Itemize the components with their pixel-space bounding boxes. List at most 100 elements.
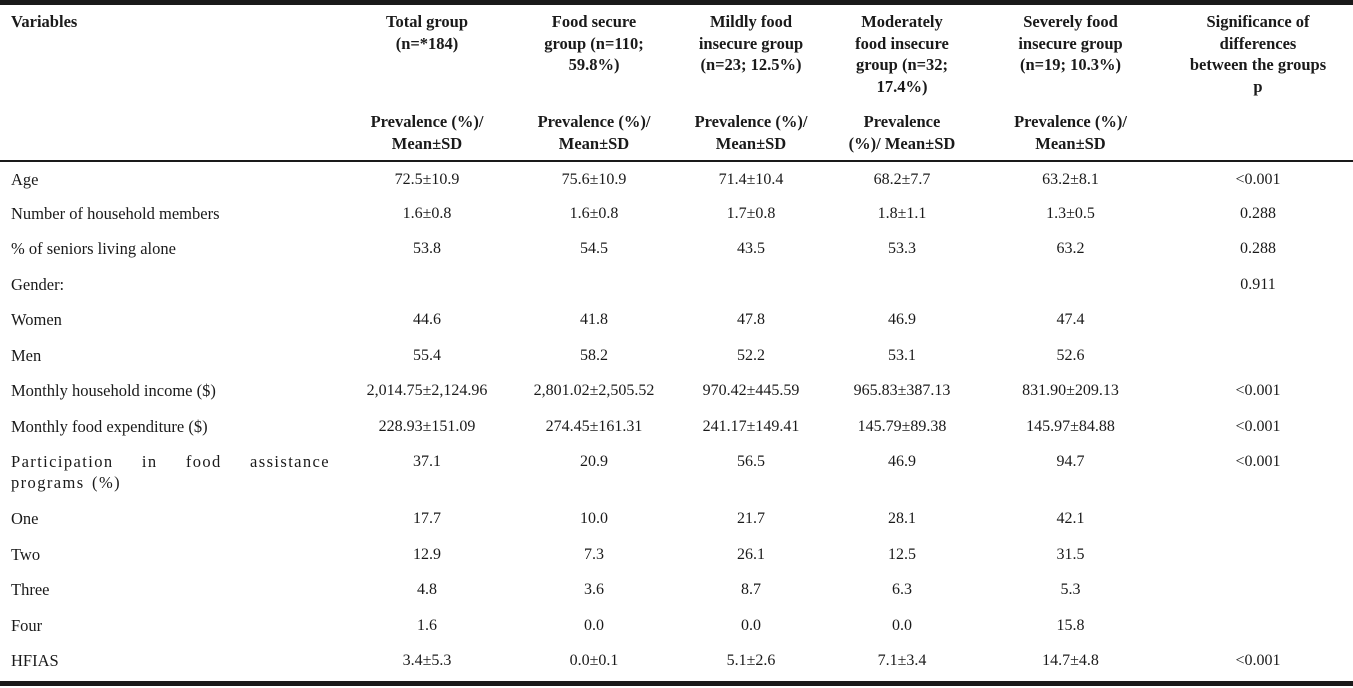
cell-severe: 14.7±4.8 — [1042, 652, 1099, 669]
cell-moderate: 7.1±3.4 — [877, 652, 927, 669]
cell-p-value — [1163, 572, 1353, 608]
cell-severe — [978, 267, 1163, 303]
cell-secure — [512, 267, 676, 303]
table-row: Women 44.6 41.8 47.8 46.9 47.4 — [0, 302, 1353, 338]
cell-mild — [676, 267, 826, 303]
header-severe-line-1: Severely food — [1023, 12, 1118, 31]
cell-severe: 145.97±84.88 — [1026, 417, 1115, 435]
subheader-secure: Prevalence (%)/ Mean±SD — [512, 111, 676, 160]
cell-mild: 71.4±10.4 — [718, 171, 784, 188]
subheader-severe-line-2: Mean±SD — [1035, 133, 1106, 153]
row-label: Three — [11, 580, 50, 599]
cell-moderate: 12.5 — [888, 545, 916, 563]
header-severe-line-3: (n=19; 10.3%) — [1019, 55, 1122, 74]
cell-p-value: <0.001 — [1235, 652, 1281, 669]
header-severe-line-2: insecure group — [1018, 33, 1123, 53]
subheader-severe-line-1: Prevalence (%)/ — [1014, 112, 1127, 131]
cell-mild: 52.2 — [737, 346, 765, 364]
cell-total: 12.9 — [413, 545, 441, 563]
cell-severe: 831.90±209.13 — [1022, 382, 1119, 399]
table-row: Two 12.9 7.3 26.1 12.5 31.5 — [0, 537, 1353, 573]
subheader-total-line-2: Mean±SD — [391, 133, 463, 153]
table-head: Variables Total group (n=*184) Food secu… — [0, 5, 1353, 160]
header-moderate-line-4: 17.4%) — [876, 76, 928, 96]
subheader-mild-line-2: Mean±SD — [715, 133, 787, 153]
cell-total: 1.6±0.8 — [402, 204, 452, 222]
row-label: One — [11, 509, 39, 528]
cell-moderate: 0.0 — [892, 616, 912, 634]
cell-severe: 42.1 — [1056, 510, 1085, 527]
row-label: Monthly food expenditure ($) — [11, 416, 208, 436]
cell-severe: 31.5 — [1056, 545, 1085, 563]
subheader-secure-line-1: Prevalence (%)/ — [537, 112, 651, 131]
cell-secure: 7.3 — [584, 545, 604, 563]
header-mild-line-2: insecure group — [698, 33, 804, 53]
cell-moderate: 46.9 — [888, 453, 916, 470]
cell-secure: 58.2 — [580, 346, 608, 364]
header-moderate-line-1: Moderately — [861, 12, 943, 31]
cell-severe: 1.3±0.5 — [1046, 204, 1095, 222]
cell-total: 228.93±151.09 — [378, 417, 476, 435]
cell-total: 53.8 — [413, 240, 441, 257]
subheader-mild: Prevalence (%)/ Mean±SD — [676, 111, 826, 160]
cell-moderate: 53.1 — [888, 346, 916, 364]
cell-secure: 20.9 — [580, 453, 608, 470]
subheader-moderate-line-1: Prevalence — [863, 112, 941, 131]
cell-severe: 52.6 — [1056, 346, 1085, 364]
cell-severe: 63.2 — [1056, 240, 1085, 257]
cell-total: 44.6 — [413, 311, 441, 328]
cell-moderate: 53.3 — [888, 240, 916, 257]
cell-moderate: 28.1 — [888, 510, 916, 527]
row-label: Four — [11, 615, 43, 635]
cell-p-value: <0.001 — [1235, 171, 1281, 188]
cell-mild: 1.7±0.8 — [726, 204, 776, 222]
header-sig-line-3: between the groups — [1189, 55, 1327, 74]
cell-total: 4.8 — [417, 581, 437, 598]
cell-moderate: 145.79±89.38 — [857, 417, 947, 435]
cell-p-value: <0.001 — [1235, 453, 1281, 470]
header-significance: Significance of differences between the … — [1163, 5, 1353, 111]
cell-secure: 2,801.02±2,505.52 — [533, 382, 655, 399]
row-label: Participation in food assistance program… — [11, 452, 330, 492]
header-sig-line-4: p — [1253, 76, 1263, 96]
header-mild-line-1: Mildly food — [709, 12, 793, 31]
cell-moderate: 68.2±7.7 — [873, 171, 931, 188]
cell-p-value — [1163, 537, 1353, 573]
cell-total: 55.4 — [413, 346, 441, 364]
header-sig-line-2: differences — [1219, 33, 1297, 53]
cell-severe: 94.7 — [1056, 453, 1085, 470]
table-body: Age 72.5±10.9 75.6±10.9 71.4±10.4 68.2±7… — [0, 160, 1353, 679]
header-total-group: Total group (n=*184) — [342, 5, 512, 111]
cell-p-value: <0.001 — [1235, 382, 1281, 399]
header-secure-line-3: 59.8%) — [568, 55, 620, 74]
table-row: % of seniors living alone 53.8 54.5 43.5… — [0, 231, 1353, 267]
subheader-row: Prevalence (%)/ Mean±SD Prevalence (%)/ … — [0, 111, 1353, 160]
cell-mild: 8.7 — [741, 581, 761, 598]
cell-p-value: 0.288 — [1240, 240, 1276, 257]
cell-secure: 1.6±0.8 — [569, 204, 619, 222]
subheader-total: Prevalence (%)/ Mean±SD — [342, 111, 512, 160]
cell-secure: 0.0±0.1 — [569, 652, 619, 669]
header-moderate-line-2: food insecure — [855, 33, 949, 53]
cell-moderate: 46.9 — [888, 311, 916, 328]
subheader-moderate-line-2: (%)/ Mean±SD — [848, 133, 956, 153]
cell-severe: 15.8 — [1056, 616, 1085, 634]
cell-p-value — [1163, 338, 1353, 374]
cell-total: 3.4±5.3 — [402, 652, 452, 669]
cell-severe: 5.3 — [1060, 581, 1081, 598]
header-total-line-2: (n=*184) — [395, 33, 459, 53]
cell-mild: 0.0 — [741, 616, 761, 634]
subheader-total-line-1: Prevalence (%)/ — [370, 112, 484, 131]
cell-total: 1.6 — [417, 616, 437, 634]
data-table: Variables Total group (n=*184) Food secu… — [0, 5, 1353, 679]
cell-secure: 3.6 — [584, 581, 604, 598]
cell-mild: 21.7 — [737, 510, 765, 527]
cell-mild: 26.1 — [737, 545, 765, 563]
cell-mild: 241.17±149.41 — [702, 417, 800, 435]
cell-mild: 56.5 — [737, 453, 765, 470]
row-label: HFIAS — [11, 651, 59, 670]
cell-secure: 274.45±161.31 — [545, 417, 643, 435]
table-row: Gender: 0.911 — [0, 267, 1353, 303]
cell-total: 37.1 — [413, 453, 441, 470]
